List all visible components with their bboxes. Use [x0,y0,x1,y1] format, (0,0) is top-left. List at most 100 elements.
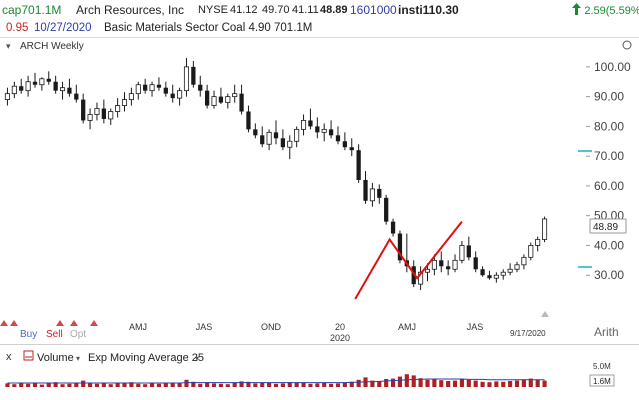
close-icon[interactable]: x [6,351,12,363]
sector-text: Basic Materials Sector Coal 4.90 701.1M [104,22,313,34]
candle [205,84,210,109]
candle [101,99,106,124]
volume-bar [384,379,389,387]
candle [74,84,79,103]
candle [480,266,485,277]
candle [514,261,520,273]
candle [335,126,341,145]
x-tick-label: JAS [467,322,484,332]
candle [459,240,465,264]
volume-bar [459,379,464,387]
candle [287,135,293,160]
volume-bar [225,384,230,387]
candle [177,87,183,106]
candle [500,269,506,280]
volume-bar [260,382,265,387]
chevron-down-icon[interactable]: ▾ [195,354,199,363]
candle [397,230,403,264]
candle [266,129,272,151]
candle [390,218,396,237]
candle [4,87,10,106]
x-tick-label: JAS [196,322,213,332]
settings-icon[interactable] [622,40,632,50]
company-name[interactable]: Arch Resources, Inc [76,3,185,17]
candle [211,90,217,109]
y-tick-label: 100.00 [594,60,631,74]
volume-bar [26,383,31,387]
opt-marker[interactable]: Opt [70,329,86,340]
candle [183,57,190,97]
volume-bar [136,383,141,387]
candle [67,78,72,97]
buy-marker[interactable]: Buy [20,329,37,340]
candle [19,78,24,94]
volume-bar [273,383,279,387]
volume-bar [501,381,506,387]
settings-group[interactable] [622,40,632,50]
volume-bar [198,383,203,387]
volume-bar [74,383,79,387]
volume-bar [53,382,58,387]
candle [369,182,375,207]
candle [25,75,31,97]
volume-bar [349,381,354,387]
candle [260,126,265,148]
volume-bar [253,383,258,387]
price-flag: 48.89 [589,218,627,234]
volume-bars [5,374,547,387]
candle [32,72,38,88]
scale-label[interactable]: Arith [594,325,619,339]
candle [280,129,286,151]
volume-bar [94,383,100,387]
volume-bar [5,383,10,387]
candle [487,270,492,280]
buy-sell-markers[interactable]: Buy Sell Opt [20,329,86,340]
chevron-down-icon[interactable]: ▾ [6,41,11,51]
quote-high: 49.70 [262,4,290,16]
volume-bar [81,380,86,387]
volume-max-label: 5.0M [593,362,611,371]
chart-title: ARCH Weekly [20,41,84,52]
date-label: 10/27/2020 [34,22,92,34]
volume-bar [528,378,533,387]
volume-bar [177,383,182,387]
volume-header[interactable]: x Volume ▾ Exp Moving Average 25 ▾ [6,350,204,364]
volume-bar [335,383,341,387]
volume-bar [88,383,93,387]
volume-bar [211,383,217,387]
volume-bar [487,382,492,387]
volume-bar [122,383,127,387]
candle [198,75,203,97]
candle [46,71,51,85]
y-tick-label: 80.00 [594,119,624,133]
last-price: 48.89 [320,4,348,16]
volume-bar [239,381,244,387]
candle [542,216,548,243]
ema-label: Exp Moving Average 25 [88,352,204,364]
candle [328,120,334,139]
cap-label: cap701.1M [2,3,62,17]
volume-bar [514,380,520,387]
price-chart[interactable]: ▾ ARCH Weekly 100.00 90.00 80.00 70.00 60.00… [0,37,639,345]
volume-bar [377,381,382,387]
candle [273,120,279,145]
chevron-down-icon[interactable]: ▾ [76,354,80,363]
volume-bar [101,382,106,387]
candle [466,236,471,261]
candle [528,242,534,261]
price-flag-label: 48.89 [593,222,618,233]
candle [507,263,513,276]
quote-subheader: 0.95 10/27/2020 Basic Materials Sector C… [0,19,639,37]
volume-bar [397,376,403,387]
trend-line [354,221,463,300]
volume-bar [39,384,44,387]
candle [39,77,45,91]
chart-title-group[interactable]: ▾ ARCH Weekly [6,41,84,52]
candle [439,251,444,273]
volume-bar [170,383,175,387]
candle [225,93,231,109]
volume-bar [425,379,430,387]
x-axis: AMJ JAS OND 20 AMJ JAS 2020 [129,322,483,343]
sell-marker[interactable]: Sell [46,329,63,340]
volume-panel[interactable]: x Volume ▾ Exp Moving Average 25 ▾ 5.0M … [0,345,639,400]
